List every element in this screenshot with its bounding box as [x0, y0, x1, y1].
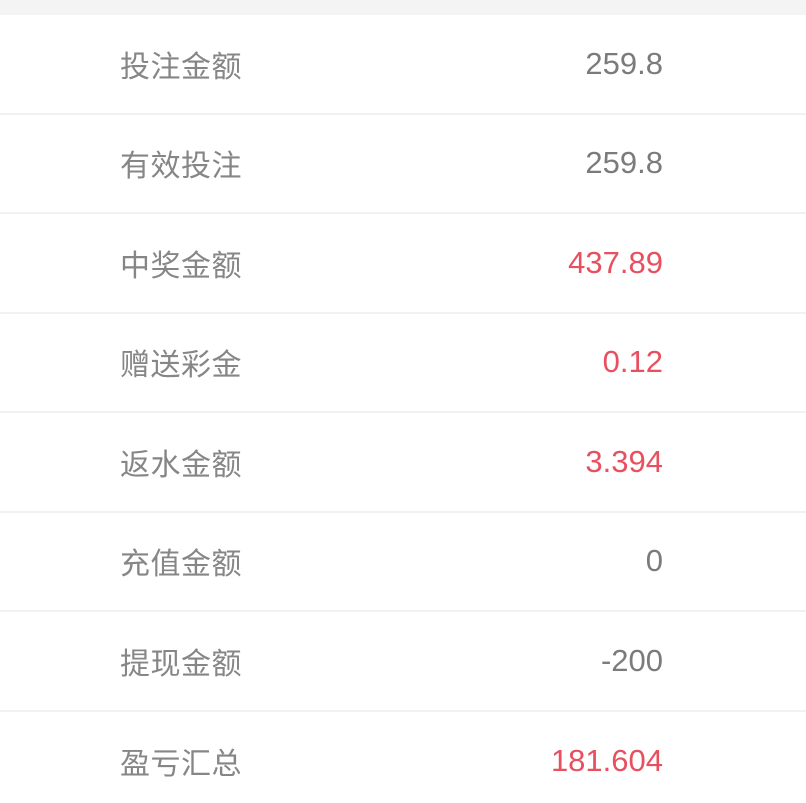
stat-label: 赠送彩金 [120, 349, 242, 383]
stat-label: 盈亏汇总 [120, 748, 242, 782]
stat-value: 181.604 [550, 743, 663, 779]
stat-row-deposit: 充值金额 0 [0, 512, 806, 612]
stat-value: 437.89 [568, 244, 663, 280]
stat-label: 有效投注 [120, 150, 242, 184]
stat-row-bet-amount: 投注金额 259.8 [0, 15, 806, 115]
stat-row-profit-loss-summary: 盈亏汇总 181.604 [0, 711, 806, 803]
stat-value: 0 [645, 543, 663, 579]
stats-list: 投注金额 259.8 有效投注 259.8 中奖金额 437.89 赠送彩金 0… [0, 15, 806, 803]
stat-value: 0.12 [602, 344, 663, 380]
stat-row-rebate: 返水金额 3.394 [0, 413, 806, 513]
stat-row-valid-bet: 有效投注 259.8 [0, 114, 806, 214]
stat-row-bonus: 赠送彩金 0.12 [0, 313, 806, 413]
stat-label: 返水金额 [120, 448, 242, 482]
stat-label: 充值金额 [120, 548, 242, 582]
stat-label: 投注金额 [120, 50, 242, 84]
stat-value: 3.394 [585, 443, 663, 479]
stat-value: 259.8 [585, 145, 663, 181]
stat-value: -200 [600, 642, 663, 678]
top-strip [0, 0, 806, 15]
stat-label: 中奖金额 [120, 249, 242, 283]
stat-value: 259.8 [585, 45, 663, 81]
stat-label: 提现金额 [120, 647, 242, 681]
stat-row-winnings: 中奖金额 437.89 [0, 214, 806, 314]
stat-row-withdrawal: 提现金额 -200 [0, 612, 806, 712]
